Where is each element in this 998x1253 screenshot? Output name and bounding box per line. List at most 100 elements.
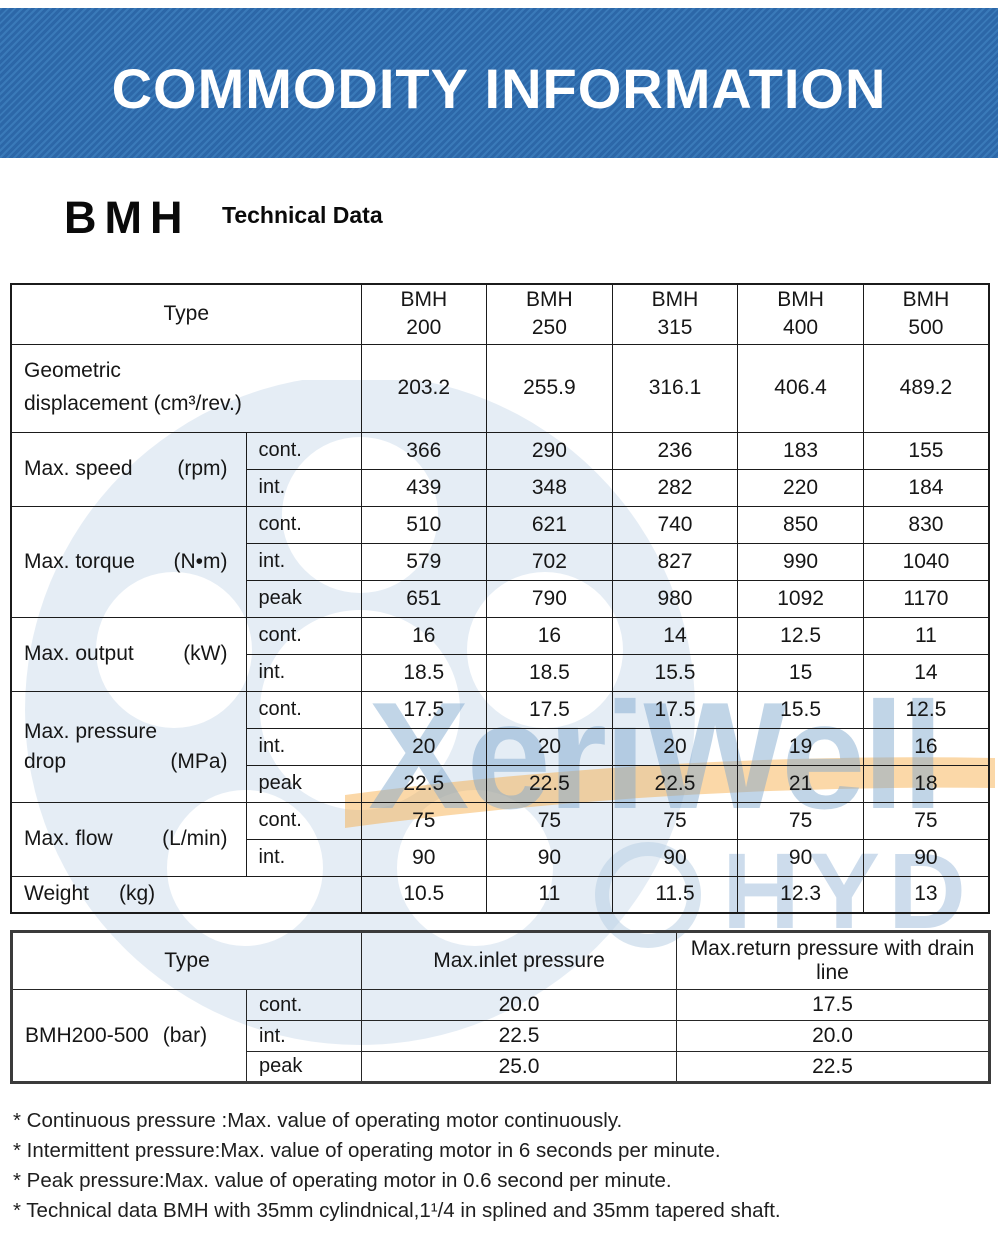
model-size: 250 (531, 316, 567, 340)
value-cell: 22.5 (360, 764, 488, 803)
value-cell: 75 (611, 801, 739, 840)
value-cell: 1170 (862, 579, 990, 618)
value-cell: 17.5 (611, 690, 739, 729)
value-cell: 16 (862, 727, 990, 766)
table-row-displacement: Geometric displacement (cm³/rev.) 203.2 … (10, 343, 990, 433)
row-unit: (bar) (162, 1023, 208, 1047)
table-row-bar-peak: peak 25.0 22.5 (12, 1051, 990, 1083)
product-name: BMH (64, 192, 191, 243)
model-header-bmh200: BMH 200 (360, 283, 488, 345)
footnote-peak: * Peak pressure:Max. value of operating … (13, 1169, 672, 1192)
row-label-text: Max. flow (24, 827, 113, 850)
value-cell: 90 (737, 838, 864, 877)
footnotes: * Continuous pressure :Max. value of ope… (13, 1106, 781, 1226)
value-cell: 282 (611, 468, 739, 507)
value-cell: 17.5 (486, 690, 613, 729)
table-row-pressure-cont: Max. pressure drop (MPa) cont. 17.5 17.5 … (10, 690, 990, 803)
model-header-bmh315: BMH 315 (611, 283, 739, 345)
value-cell: 17.5 (676, 989, 990, 1021)
value-cell: 22.5 (486, 764, 613, 803)
value-cell: 236 (611, 431, 739, 470)
table-row-bar-int: int. 22.5 20.0 (12, 1020, 990, 1052)
value-cell: 16 (360, 616, 488, 655)
value-cell: 12.5 (737, 616, 864, 655)
value-cell: 11 (862, 616, 990, 655)
value-cell: 14 (611, 616, 739, 655)
row-unit: (kW) (183, 642, 228, 665)
value-cell: 406.4 (737, 343, 864, 433)
value-cell: 20 (486, 727, 613, 766)
value-cell: 22.5 (676, 1051, 990, 1083)
model-brand: BMH (400, 287, 448, 311)
value-cell: 621 (486, 505, 613, 544)
return-pressure-header: Max.return pressure with drain line (676, 931, 990, 990)
value-cell: 90 (486, 838, 613, 877)
value-cell: 16 (486, 616, 613, 655)
subrow-label: cont. (245, 801, 362, 840)
table-row-speed-cont: Max. speed (rpm) cont. 366 290 236 183 15… (10, 431, 990, 507)
value-cell: 20 (611, 727, 739, 766)
subrow-label: cont. (246, 989, 362, 1021)
value-cell: 830 (862, 505, 990, 544)
value-cell: 790 (486, 579, 613, 618)
model-brand: BMH (526, 287, 573, 311)
value-cell: 702 (486, 542, 613, 581)
model-size: 500 (908, 316, 944, 340)
row-label-max-speed: Max. speed (rpm) (10, 431, 247, 507)
value-cell: 439 (360, 468, 488, 507)
model-size: 400 (783, 316, 819, 340)
subrow-label: int. (246, 1020, 362, 1052)
subrow-label: cont. (245, 690, 362, 729)
value-cell: 316.1 (611, 343, 739, 433)
value-cell: 19 (737, 727, 864, 766)
table-row-weight: Weight (kg) 10.5 11 11.5 12.3 13 (10, 875, 990, 914)
value-cell: 12.3 (737, 875, 864, 914)
value-cell: 90 (611, 838, 739, 877)
model-header-bmh400: BMH 400 (737, 283, 864, 345)
row-label-line2: displacement (cm³/rev.) (24, 392, 242, 415)
value-cell: 1040 (862, 542, 990, 581)
value-cell: 15.5 (737, 690, 864, 729)
row-label-weight: Weight (kg) (10, 875, 362, 914)
section-subtitle: Technical Data (222, 202, 383, 228)
pressure-limits-table: Type Max.inlet pressure Max.return press… (10, 930, 991, 1084)
value-cell: 290 (486, 431, 613, 470)
subrow-label: int. (245, 542, 362, 581)
value-cell: 183 (737, 431, 864, 470)
value-cell: 14 (862, 653, 990, 692)
value-cell: 21 (737, 764, 864, 803)
row-unit: (rpm) (177, 457, 228, 480)
value-cell: 15.5 (611, 653, 739, 692)
technical-data-table: Type BMH 200 BMH 250 BMH 315 BMH 400 BMH 500 … (10, 283, 990, 914)
table-header-row: Type Max.inlet pressure Max.return press… (11, 931, 990, 990)
value-cell: 651 (360, 579, 488, 618)
row-label-text: Max. torque (24, 549, 135, 573)
row-unit: (L/min) (162, 827, 228, 850)
table-row-bar-cont: BMH200-500 (bar) cont. 20.0 17.5 (11, 989, 990, 1083)
header-banner: COMMODITY INFORMATION (0, 8, 998, 158)
value-cell: 12.5 (862, 690, 990, 729)
value-cell: 22.5 (611, 764, 739, 803)
row-label-max-torque: Max. torque (N•m) (10, 505, 247, 618)
subrow-label: int. (245, 653, 362, 692)
value-cell: 22.5 (361, 1020, 677, 1052)
value-cell: 75 (862, 801, 990, 840)
model-size: 200 (406, 316, 442, 340)
type-header-cell: Type (10, 283, 362, 345)
value-cell: 90 (862, 838, 990, 877)
inlet-pressure-header: Max.inlet pressure (361, 931, 677, 990)
value-cell: 740 (611, 505, 739, 544)
row-unit: (MPa) (170, 749, 228, 773)
value-cell: 15 (737, 653, 864, 692)
value-cell: 18.5 (486, 653, 613, 692)
table-row-torque-cont: Max. torque (N•m) cont. 510 621 740 850 8… (10, 505, 990, 618)
row-label-line1: Geometric (24, 359, 121, 383)
row-label-text: BMH200-500 (25, 1023, 149, 1047)
row-label-text: Max. output (24, 642, 134, 665)
row-unit: (N•m) (173, 549, 228, 573)
subrow-label: peak (246, 1051, 362, 1083)
footnote-continuous: * Continuous pressure :Max. value of ope… (13, 1109, 623, 1132)
subrow-label: int. (245, 727, 362, 766)
value-cell: 489.2 (862, 343, 990, 433)
subrow-label: cont. (245, 616, 362, 655)
